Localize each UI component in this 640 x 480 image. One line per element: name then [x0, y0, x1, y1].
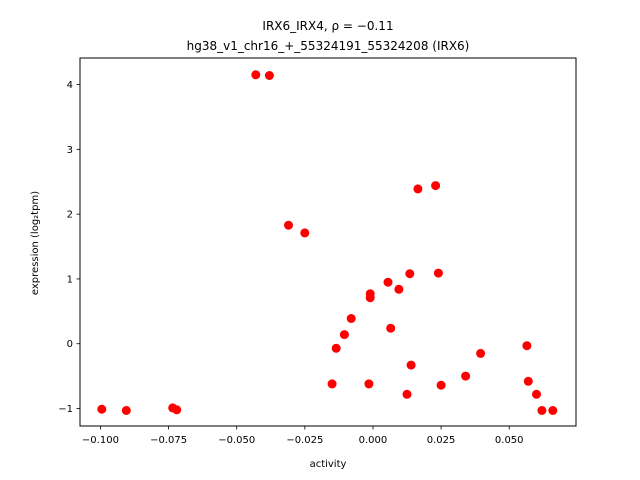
x-tick-label: 0.025: [427, 435, 456, 446]
data-point: [548, 406, 558, 415]
data-point: [461, 371, 471, 381]
data-point: [346, 314, 356, 323]
axes-frame: [79, 57, 577, 427]
data-point: [365, 293, 375, 303]
data-point: [386, 323, 396, 333]
y-axis-label: expression (log₂tpm): [30, 191, 41, 295]
data-point: [300, 228, 310, 238]
data-point: [383, 277, 393, 287]
data-point: [476, 348, 486, 358]
data-point: [264, 71, 274, 80]
x-tick-label: −0.075: [150, 435, 187, 446]
y-tick-label: −1: [58, 404, 73, 415]
plot-area: −0.100 −0.075 −0.050 −0.025 0.000 0.025 0.050 −…: [58, 57, 577, 446]
data-point: [406, 360, 416, 370]
data-point: [433, 268, 443, 278]
y-tick-label: 4: [67, 80, 73, 91]
data-point: [394, 284, 404, 294]
x-tick-label: −0.100: [82, 435, 119, 446]
data-point: [331, 343, 341, 353]
data-point: [523, 376, 533, 386]
data-point: [532, 389, 541, 399]
x-tick-label: −0.050: [218, 435, 255, 446]
data-point: [364, 379, 374, 389]
x-tick-label: 0.000: [359, 435, 388, 446]
x-tick-label: −0.025: [286, 435, 323, 446]
data-point: [405, 269, 415, 279]
data-point: [121, 406, 131, 415]
data-point: [327, 379, 337, 389]
data-point: [431, 181, 441, 191]
data-point: [522, 341, 532, 351]
y-tick-label: 1: [67, 274, 73, 285]
chart-title-line2: hg38_v1_chr16_+_55324191_55324208 (IRX6): [187, 39, 470, 53]
data-point: [97, 404, 107, 414]
x-axis-label: activity: [310, 459, 347, 470]
data-point: [339, 330, 349, 340]
y-tick-label: 2: [67, 210, 73, 221]
data-point: [436, 380, 446, 390]
chart-title-line1: IRX6_IRX4, ρ = −0.11: [262, 19, 393, 33]
data-point: [284, 220, 293, 230]
y-tick-label: 3: [67, 145, 73, 156]
x-tick-label: 0.050: [495, 435, 524, 446]
y-tick-label: 0: [67, 339, 73, 350]
data-point: [251, 70, 261, 80]
data-point: [402, 389, 412, 399]
data-point: [537, 406, 547, 415]
data-point: [172, 405, 182, 415]
data-point: [413, 184, 423, 194]
